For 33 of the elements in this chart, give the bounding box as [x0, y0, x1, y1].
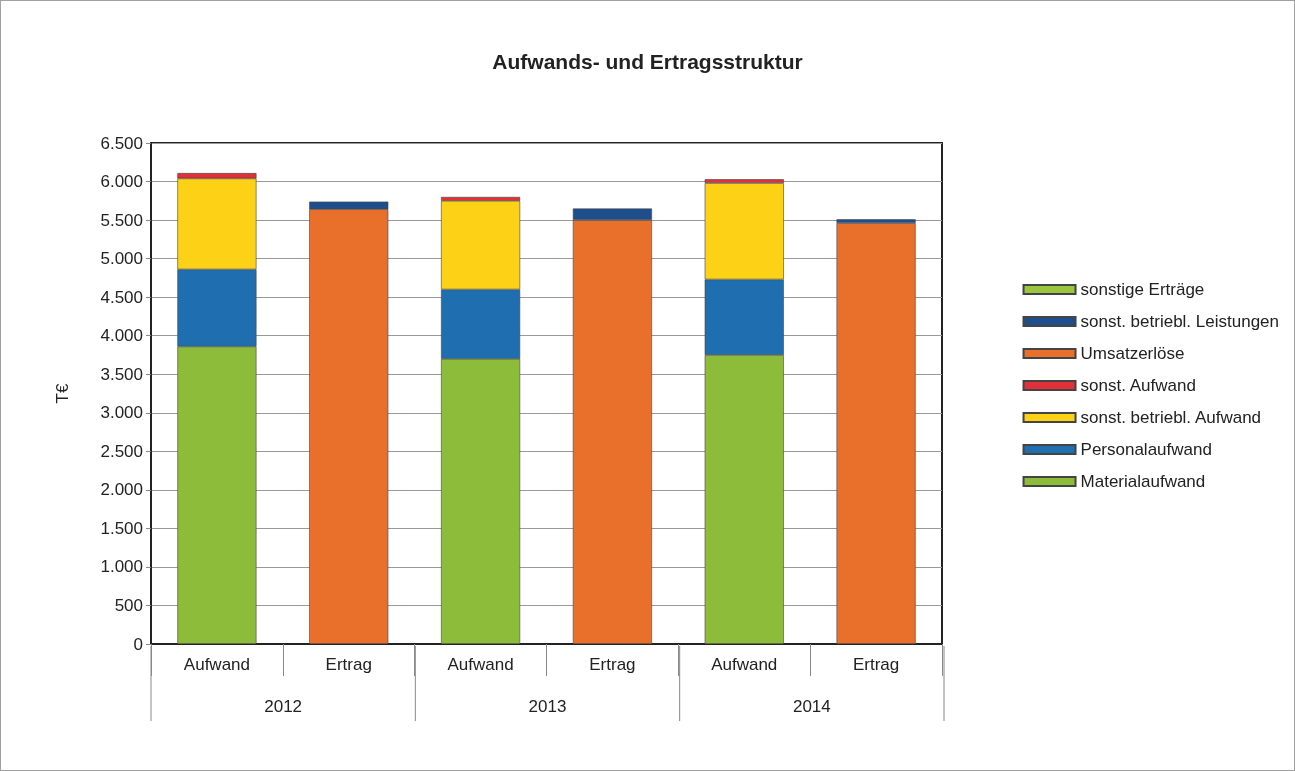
- legend-label: sonstige Erträge: [1080, 280, 1205, 299]
- legend-label: Umsatzerlöse: [1080, 344, 1185, 363]
- x-tick-label: Aufwand: [183, 655, 250, 674]
- y-tick-label: 5.000: [100, 249, 143, 269]
- y-tick-label: 500: [114, 595, 143, 615]
- legend-label: Personalaufwand: [1080, 440, 1212, 459]
- x-tick-label: Ertrag: [589, 655, 636, 674]
- x-tick-label: Ertrag: [325, 655, 372, 674]
- x-tick-label: Aufwand: [447, 655, 514, 674]
- text: 2014: [792, 696, 831, 716]
- legend-label: sonst. betriebl. Aufwand: [1080, 408, 1262, 427]
- legend-label: sonst. Aufwand: [1080, 376, 1196, 395]
- legend-label: sonst. betriebl. Leistungen: [1080, 312, 1280, 331]
- y-tick-label: 1.000: [100, 557, 143, 577]
- y-tick-label: 1.500: [100, 518, 143, 538]
- y-tick-label: 2.500: [100, 441, 143, 461]
- y-tick-label: 6.500: [100, 133, 143, 153]
- y-tick-label: 6.000: [100, 172, 143, 192]
- y-tick-label: 5.500: [100, 210, 143, 230]
- x-tick-label: Ertrag: [852, 655, 900, 674]
- y-tick-label: 3.000: [100, 403, 143, 423]
- bar: [836, 223, 916, 644]
- y-axis-title: T€: [53, 383, 72, 404]
- y-tick-label: 2.000: [100, 480, 143, 500]
- y-tick-label: 4.500: [100, 287, 143, 307]
- y-tick-label: 0: [133, 634, 143, 654]
- chart-title: Aufwands- und Ertragsstruktur: [492, 50, 803, 73]
- y-tick-label: 4.000: [100, 326, 143, 346]
- text: 2013: [528, 696, 567, 716]
- y-tick-label: 3.500: [100, 364, 143, 384]
- text: 2012: [264, 696, 303, 716]
- x-tick-label: Aufwand: [711, 655, 778, 674]
- legend-label: Materialaufwand: [1080, 472, 1206, 491]
